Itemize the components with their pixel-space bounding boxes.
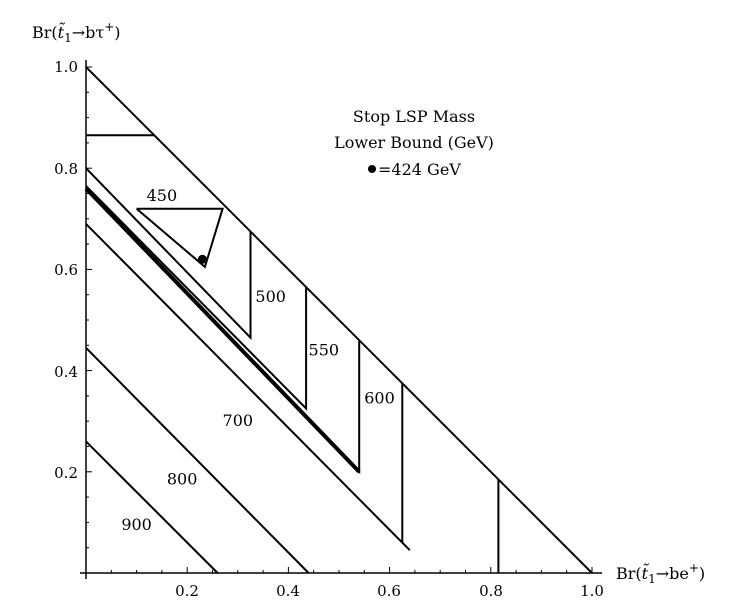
annotation-line-2: Lower Bound (GeV) [334, 133, 494, 152]
x-tick-label: 0.4 [276, 582, 300, 600]
contour-900 [85, 440, 219, 574]
y-tick-label: 1.0 [54, 58, 78, 76]
plot-area: 450 500 550 600 700 800 900 [84, 66, 593, 574]
boundary-line [85, 66, 593, 574]
contour-label-550: 550 [309, 340, 340, 359]
contour-800 [85, 347, 310, 574]
contour-600-thick-segment [84, 187, 361, 474]
contour-550 [85, 185, 308, 411]
contour-450 [135, 207, 224, 269]
y-tick-label: 0.8 [54, 160, 78, 178]
annotation-line-1: Stop LSP Mass [353, 107, 475, 126]
x-tick-label: 0.8 [479, 582, 503, 600]
contour-label-800: 800 [167, 469, 198, 488]
y-axis-label: Br(t̃1→bτ+) [32, 20, 121, 45]
annotation-line-3: =424 GeV [378, 160, 461, 179]
contour-label-450: 450 [147, 186, 178, 205]
y-tick-label: 0.2 [54, 464, 78, 482]
x-tick-label: 1.0 [580, 582, 604, 600]
point-424 [197, 254, 207, 264]
legend-dot-icon [368, 165, 376, 173]
x-tick-label: 0.6 [377, 582, 401, 600]
x-axis-label: Br(t̃1→be+) [616, 561, 705, 586]
y-tick-label: 0.4 [54, 363, 78, 381]
contour-500 [85, 167, 252, 341]
x-tick-label: 0.2 [175, 582, 199, 600]
contour-label-500: 500 [255, 287, 286, 306]
contour-label-600: 600 [364, 388, 395, 407]
contour-label-700: 700 [223, 411, 254, 430]
y-tick-label: 0.6 [54, 261, 78, 279]
contour-label-900: 900 [121, 515, 152, 534]
axis-ticks [86, 66, 593, 573]
contour-700 [85, 223, 411, 551]
